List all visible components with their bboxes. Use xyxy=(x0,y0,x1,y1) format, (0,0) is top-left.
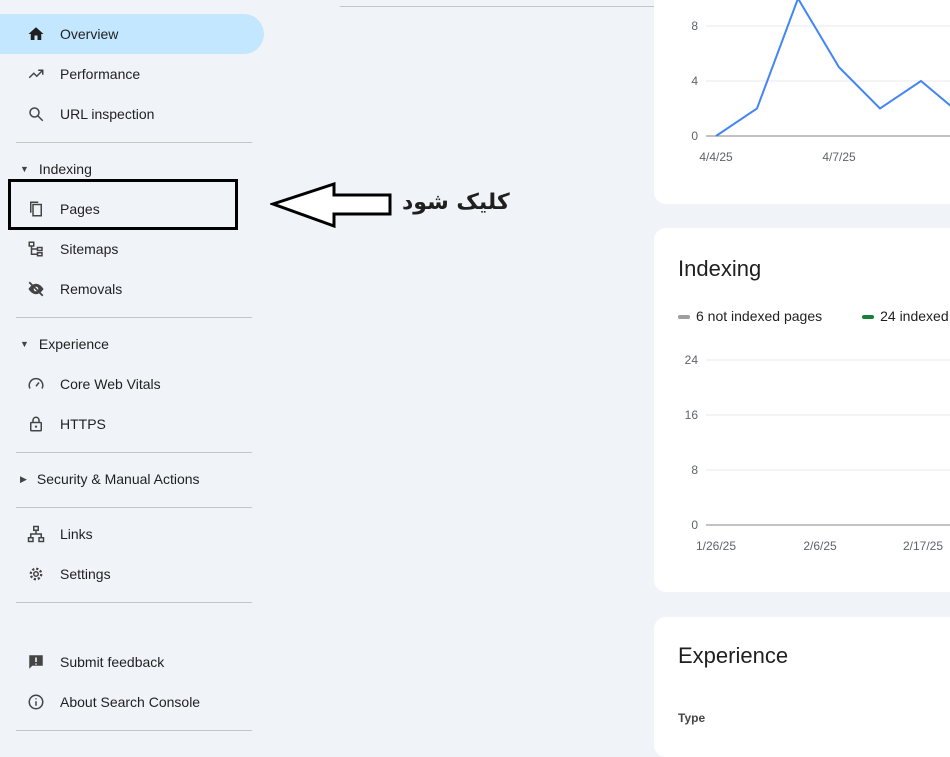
divider xyxy=(16,602,252,603)
x-tick-label: 2/6/25 xyxy=(803,539,837,553)
x-tick-label: 1/26/25 xyxy=(696,539,736,553)
divider xyxy=(16,317,252,318)
arrow-left-icon xyxy=(270,182,392,229)
y-tick-label: 8 xyxy=(691,19,698,33)
sidebar-item-links[interactable]: Links xyxy=(0,514,264,554)
divider xyxy=(340,6,950,7)
legend-swatch xyxy=(862,315,875,320)
sidebar-item-label: Overview xyxy=(60,26,119,42)
x-tick-label: 4/7/25 xyxy=(822,150,856,164)
search-icon xyxy=(26,104,46,124)
section-label: Security & Manual Actions xyxy=(36,471,200,487)
caret-right-icon: ▶ xyxy=(20,473,27,484)
sidebar-item-sitemaps[interactable]: Sitemaps xyxy=(0,229,264,269)
sidebar-item-performance[interactable]: Performance xyxy=(0,54,264,94)
sidebar-item-label: Core Web Vitals xyxy=(60,376,161,392)
column-header-type: Type xyxy=(678,711,706,725)
section-experience[interactable]: ▼ Experience xyxy=(20,336,109,352)
card-title: Indexing xyxy=(678,256,762,281)
legend-swatch xyxy=(678,315,690,320)
sitemap-icon xyxy=(26,239,46,259)
section-indexing[interactable]: ▼ Indexing xyxy=(20,161,92,177)
caret-down-icon: ▼ xyxy=(20,339,29,349)
sidebar-item-url-inspection[interactable]: URL inspection xyxy=(0,94,264,134)
sidebar-item-label: Settings xyxy=(60,566,111,582)
trending-up-icon xyxy=(26,64,46,84)
y-tick-label: 0 xyxy=(691,518,698,532)
sidebar-item-about[interactable]: About Search Console xyxy=(0,682,264,722)
x-tick-label: 2/17/25 xyxy=(903,539,943,553)
y-tick-label: 0 xyxy=(691,129,698,143)
divider xyxy=(16,730,252,731)
sidebar-item-label: Pages xyxy=(60,201,100,217)
legend-label: 24 indexed xyxy=(880,308,949,324)
x-tick-label: 4/4/25 xyxy=(699,150,733,164)
sidebar: Overview Performance URL inspection ▼ Ind… xyxy=(0,0,270,734)
series-line xyxy=(715,0,950,137)
section-label: Indexing xyxy=(38,161,92,177)
indexing-card: Indexing 6 not indexed pages 24 indexed … xyxy=(654,228,950,592)
y-tick-label: 4 xyxy=(691,74,698,88)
sidebar-item-label: Performance xyxy=(60,66,141,82)
divider xyxy=(16,507,252,508)
sidebar-item-label: Sitemaps xyxy=(60,241,119,257)
sidebar-item-submit-feedback[interactable]: Submit feedback xyxy=(0,642,264,682)
sidebar-item-label: Removals xyxy=(60,281,123,297)
section-label: Experience xyxy=(38,336,109,352)
card-title: Experience xyxy=(678,643,789,668)
sidebar-item-settings[interactable]: Settings xyxy=(0,554,264,594)
sidebar-item-label: Submit feedback xyxy=(60,654,165,670)
caret-down-icon: ▼ xyxy=(20,164,29,174)
info-icon xyxy=(26,692,46,712)
legend-not-indexed[interactable]: 6 not indexed pages xyxy=(678,308,822,324)
divider xyxy=(16,452,252,453)
highlight-box xyxy=(8,179,238,230)
legend-indexed[interactable]: 24 indexed xyxy=(862,308,949,324)
y-tick-label: 16 xyxy=(685,408,699,422)
y-tick-label: 24 xyxy=(685,353,699,367)
sidebar-item-label: URL inspection xyxy=(60,106,155,122)
divider xyxy=(16,142,252,143)
sidebar-item-label: HTTPS xyxy=(60,416,106,432)
legend: 6 not indexed pages 24 indexed xyxy=(678,308,949,324)
links-icon xyxy=(26,524,46,544)
section-security[interactable]: ▶ Security & Manual Actions xyxy=(20,471,200,487)
pages-icon xyxy=(26,199,46,219)
home-icon xyxy=(26,24,46,44)
feedback-icon xyxy=(26,652,46,672)
sidebar-item-overview[interactable]: Overview xyxy=(0,14,264,54)
sidebar-item-pages[interactable]: Pages xyxy=(0,189,264,229)
annotation-text: کلیک شود xyxy=(402,190,510,215)
sidebar-item-core-web-vitals[interactable]: Core Web Vitals xyxy=(0,364,264,404)
legend-label: 6 not indexed pages xyxy=(696,308,823,324)
gear-icon xyxy=(26,564,46,584)
eye-off-icon xyxy=(26,279,46,299)
indexing-chart: 0 8 16 24 1/26/25 2/6/25 2/17/25 xyxy=(685,353,950,553)
y-tick-label: 8 xyxy=(691,463,698,477)
sidebar-item-https[interactable]: HTTPS xyxy=(0,404,264,444)
gauge-icon xyxy=(26,374,46,394)
experience-card: Experience Type xyxy=(654,617,950,757)
sidebar-item-removals[interactable]: Removals xyxy=(0,269,264,309)
lock-icon xyxy=(26,414,46,434)
sidebar-item-label: Links xyxy=(60,526,93,542)
sidebar-item-label: About Search Console xyxy=(60,694,201,710)
